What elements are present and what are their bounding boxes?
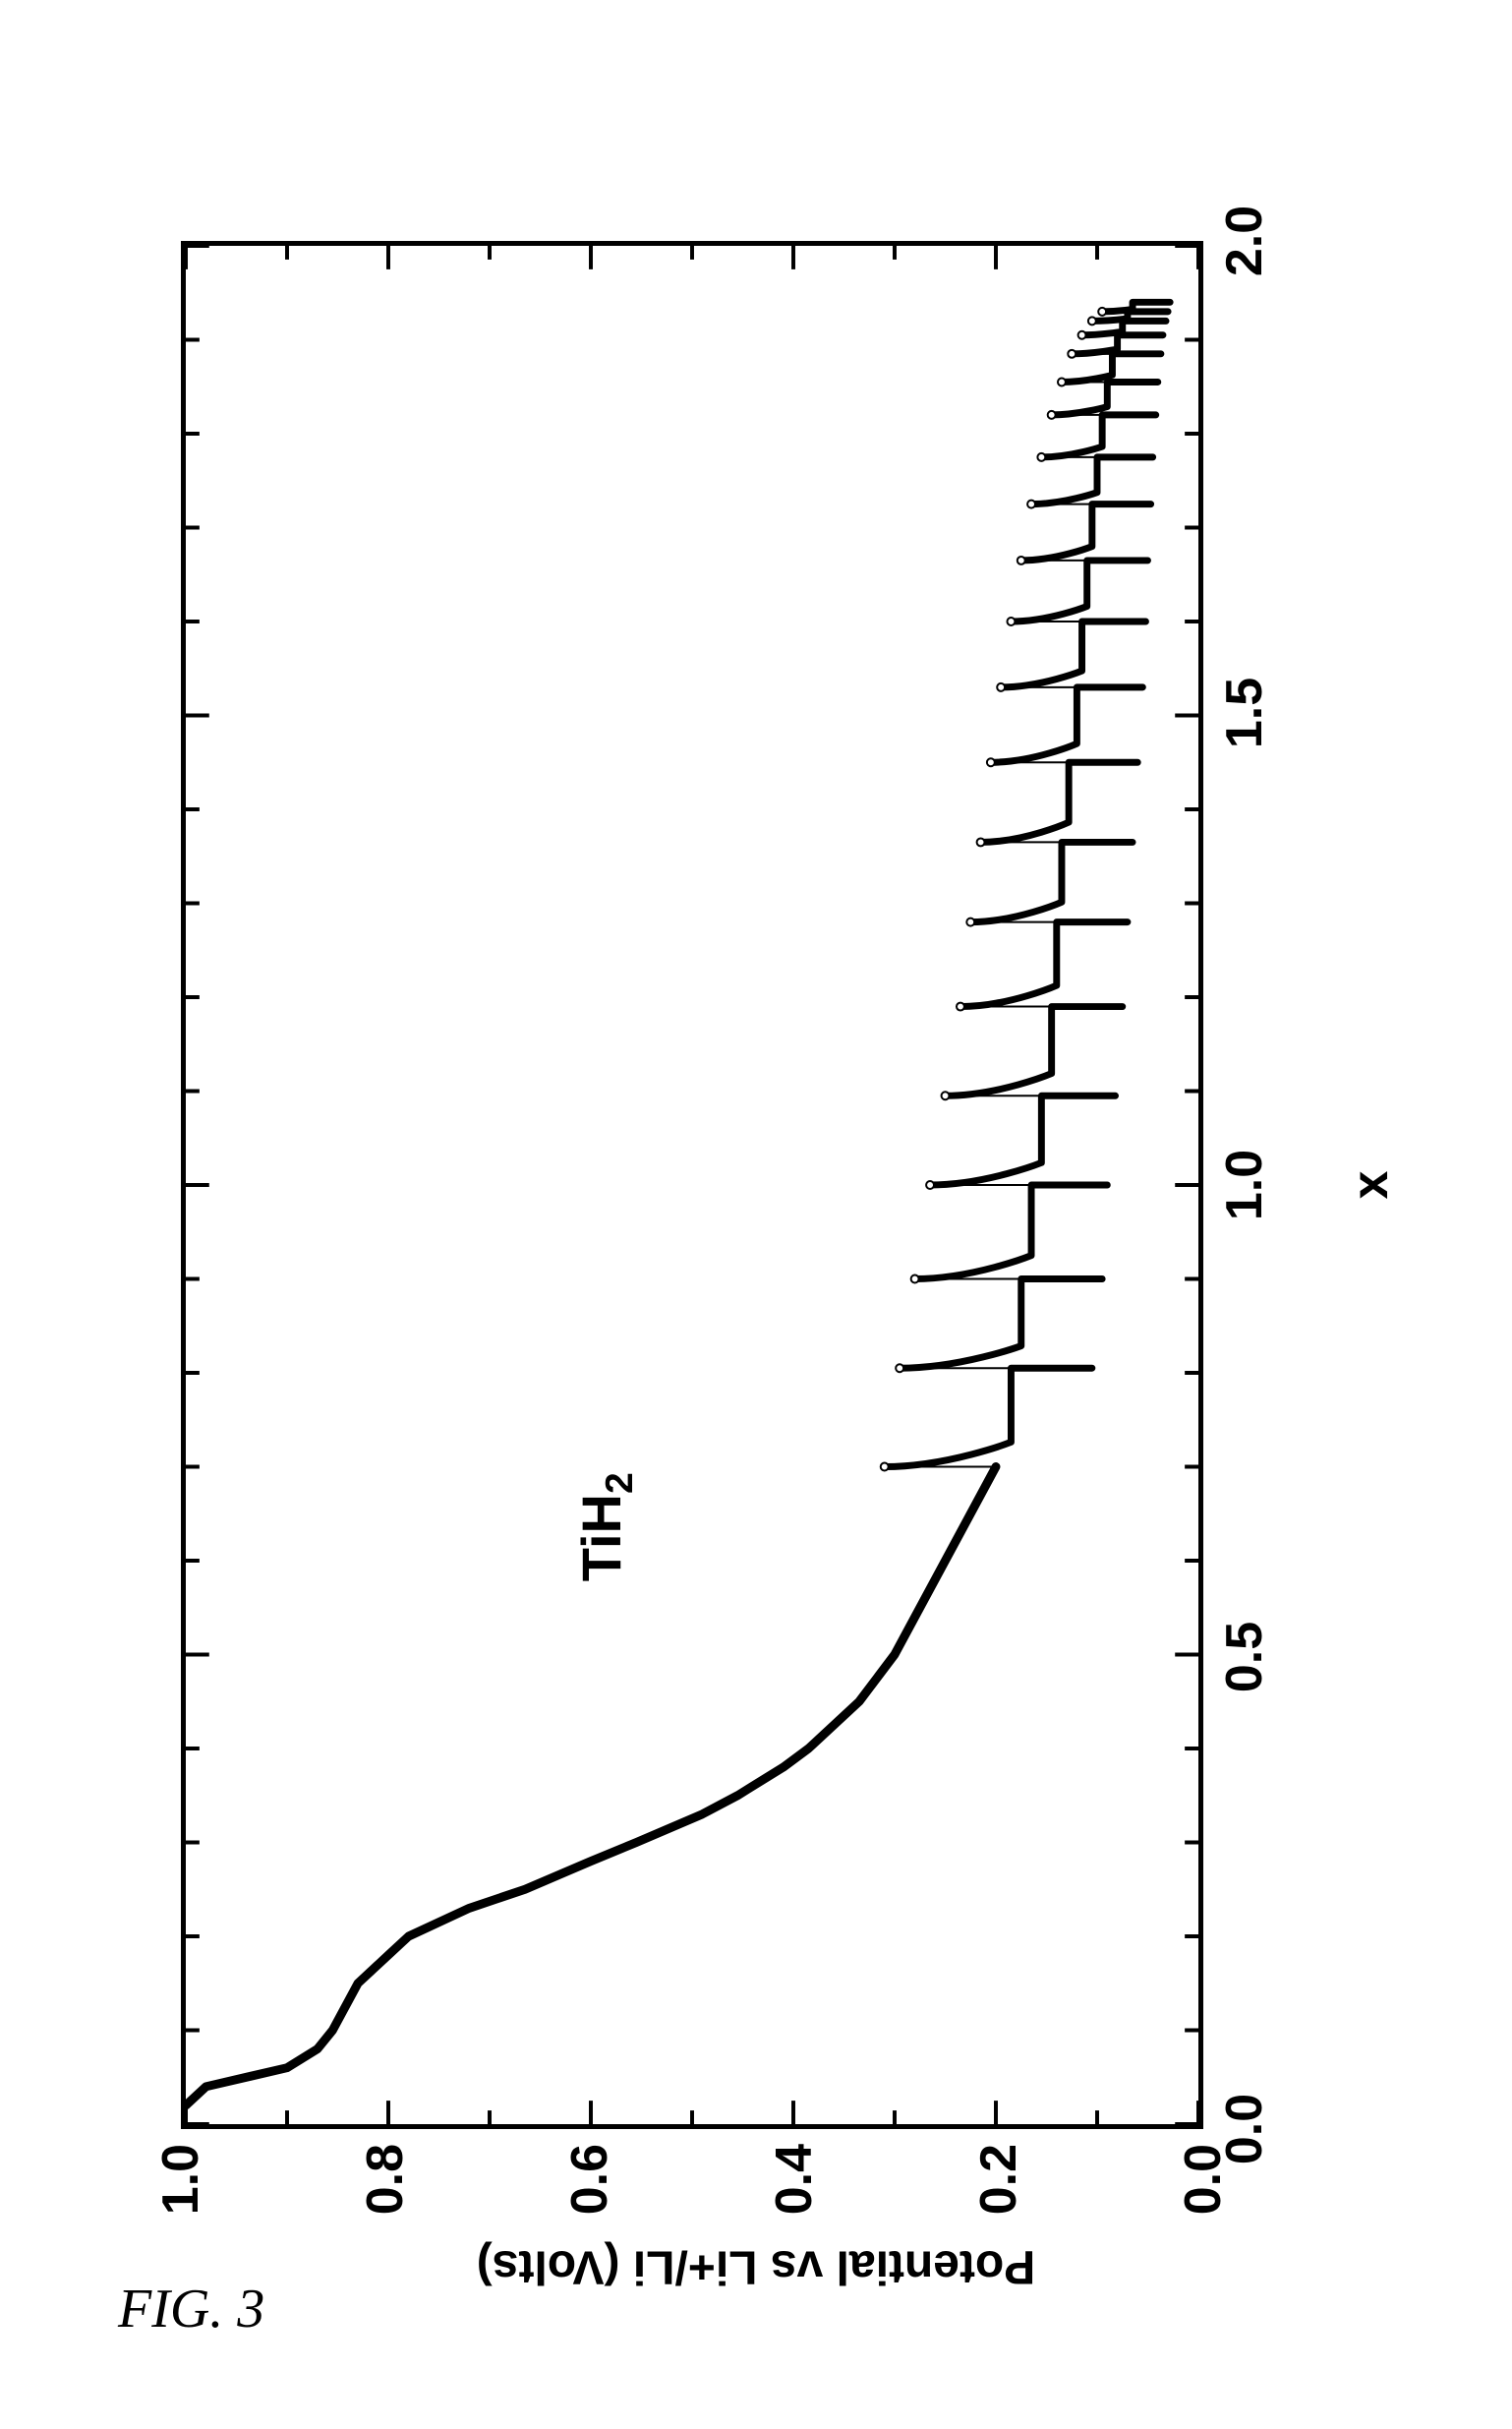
- x-tick-label: 0.5: [1215, 1622, 1274, 1692]
- y-tick-label: 0.8: [356, 2144, 415, 2242]
- chart-rotated-wrapper: Potential vs Li+/Li (Volts) x 0.00.51.01…: [102, 143, 1410, 2286]
- y-tick-label: 1.0: [151, 2144, 210, 2242]
- y-axis-label: Potential vs Li+/Li (Volts): [477, 2240, 1036, 2294]
- curve-layer: [186, 302, 1170, 2105]
- figure-container: Potential vs Li+/Li (Volts) x 0.0 0.5 1.0 1…: [0, 0, 1512, 2429]
- x-tick-label: 1.0: [1215, 1150, 1274, 1220]
- y-tick-label: 0.6: [560, 2144, 619, 2242]
- y-tick-label: 0.0: [1174, 2144, 1233, 2242]
- y-tick-label: 0.4: [765, 2144, 824, 2242]
- x-tick-label: 1.5: [1215, 678, 1274, 748]
- figure-caption: FIG. 3: [118, 2278, 264, 2340]
- x-tick-label: 2.0: [1215, 206, 1274, 276]
- plot-svg: [186, 246, 1198, 2124]
- chart-annotation-tih2: TiH2: [569, 1472, 642, 1581]
- y-tick-label: 0.2: [969, 2144, 1028, 2242]
- plot-area: [181, 241, 1203, 2129]
- x-axis-label: x: [1341, 1171, 1400, 1200]
